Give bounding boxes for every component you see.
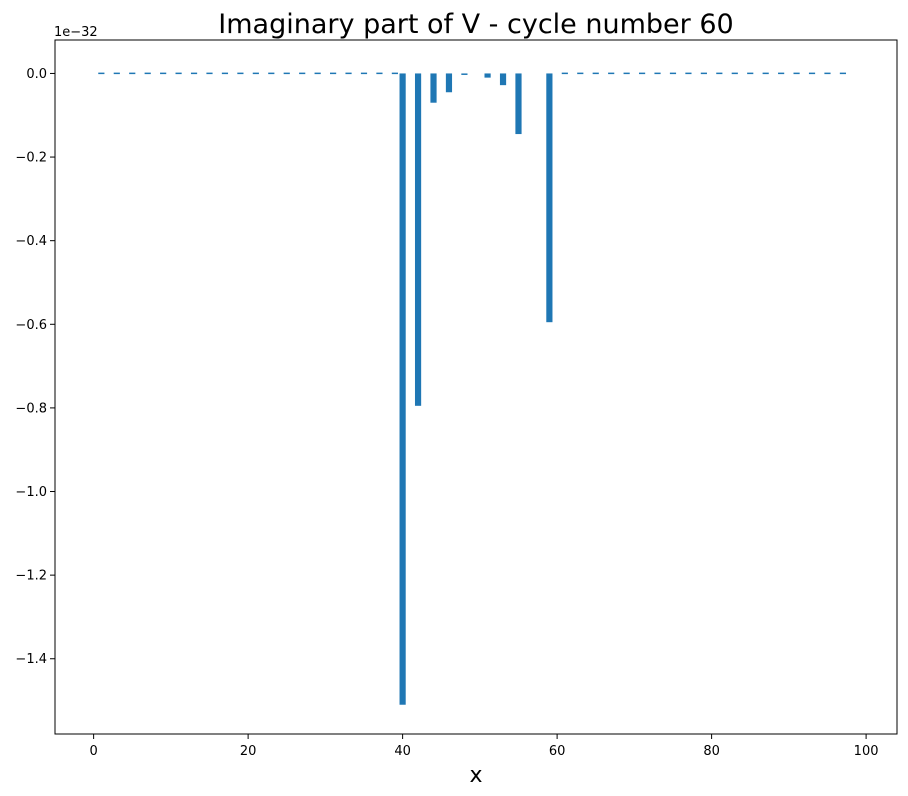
bar [623, 72, 630, 75]
bar [461, 73, 468, 75]
bar [700, 72, 707, 75]
bar [515, 73, 522, 135]
bar [577, 72, 584, 75]
y-tick-label: −0.6 [15, 318, 47, 333]
bar [252, 72, 259, 75]
bar [283, 72, 290, 75]
bar [638, 72, 646, 75]
x-tick-label: 80 [703, 744, 720, 759]
bar [314, 72, 321, 75]
x-tick-label: 40 [394, 744, 411, 759]
bar [391, 72, 398, 75]
plot-frame [54, 39, 898, 735]
bar [206, 72, 213, 75]
bar [175, 72, 182, 75]
bar [376, 72, 383, 75]
bar [113, 72, 120, 75]
y-tick-label: −0.8 [15, 401, 47, 416]
bar [345, 72, 352, 75]
bar [499, 73, 507, 86]
bar [221, 72, 229, 75]
bar [360, 72, 368, 75]
y-axis-offset-text: 1e−32 [54, 25, 98, 40]
bar [430, 73, 437, 103]
y-tick-label: −0.4 [15, 234, 47, 249]
bar [561, 72, 568, 75]
bar-series [98, 72, 847, 705]
bar [669, 72, 677, 75]
x-tick-label: 100 [854, 744, 879, 759]
x-tick-label: 60 [549, 744, 566, 759]
bar [685, 72, 692, 75]
bar [98, 72, 105, 75]
bar [484, 73, 491, 78]
y-tick-label: −1.4 [15, 652, 47, 667]
bar [731, 72, 738, 75]
bar [129, 72, 136, 75]
x-tick-label: 20 [240, 744, 257, 759]
bar [160, 72, 167, 75]
x-tick-label: 0 [89, 744, 97, 759]
bar [399, 73, 406, 705]
bar [546, 73, 553, 323]
bar [716, 72, 723, 75]
bar [608, 72, 615, 75]
bar [144, 72, 151, 75]
y-tick-label: 0.0 [26, 67, 47, 82]
bar [824, 72, 831, 75]
bar [445, 73, 453, 93]
bar [747, 72, 754, 75]
x-axis-label: x [469, 763, 482, 788]
y-axis-ticks: 0.0 −0.2 −0.4 −0.6 −0.8 −1.0 −1.2 −1.4 [15, 67, 55, 667]
bar [839, 72, 847, 75]
bar [592, 72, 599, 75]
bar [808, 72, 816, 75]
bar [654, 72, 661, 75]
y-tick-label: −1.2 [15, 569, 47, 584]
bar [414, 73, 422, 406]
y-tick-label: −1.0 [15, 485, 47, 500]
bar [778, 72, 785, 75]
bar [190, 72, 198, 75]
bar [762, 72, 769, 75]
x-axis-ticks: 0 20 40 60 80 100 [89, 734, 879, 759]
y-tick-label: −0.2 [15, 151, 47, 166]
bar [299, 72, 306, 75]
chart-title: Imaginary part of V - cycle number 60 [218, 9, 733, 40]
bar [268, 72, 275, 75]
bar [237, 72, 244, 75]
bar [793, 72, 800, 75]
bar [330, 72, 337, 75]
